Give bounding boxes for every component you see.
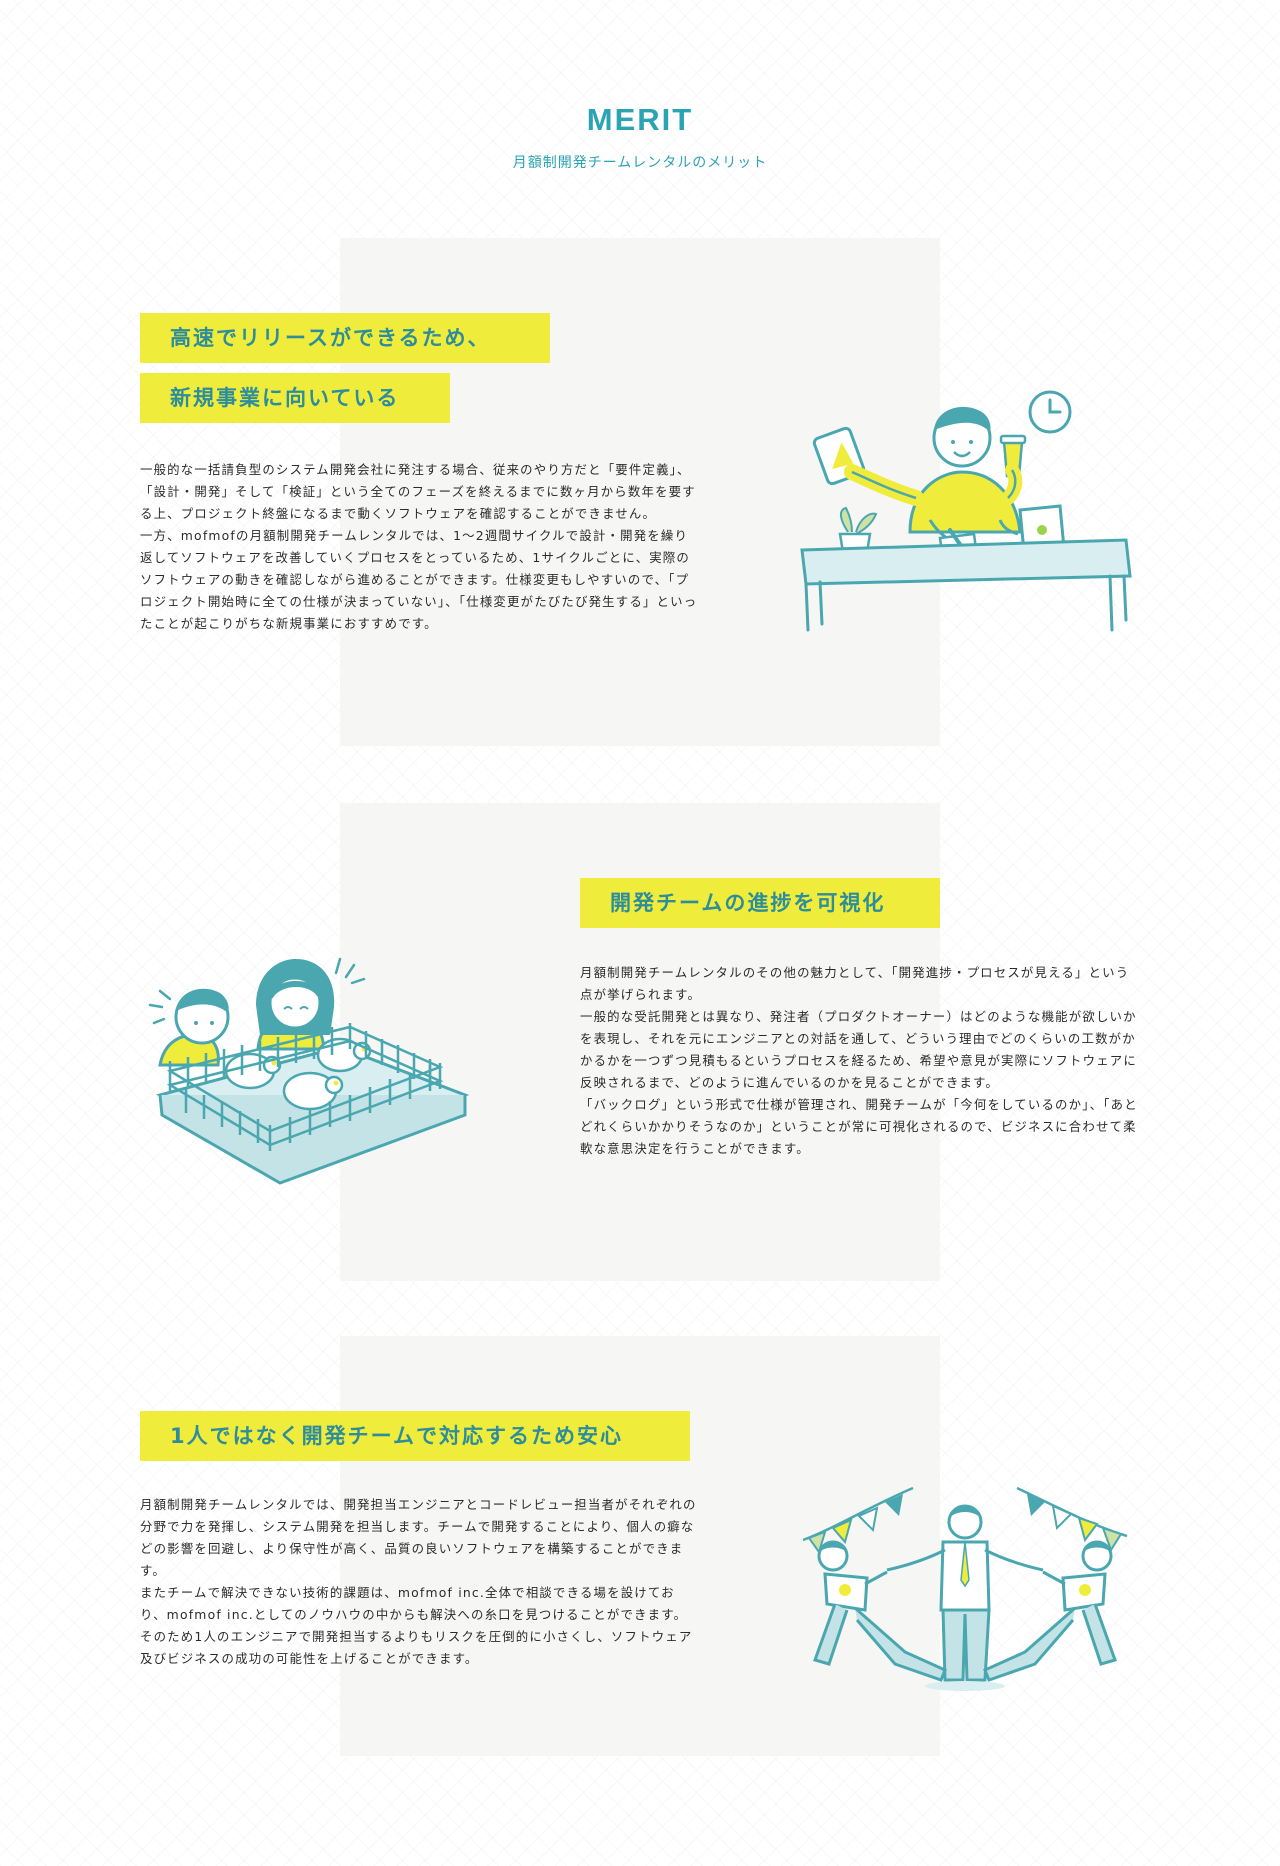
merit-1-paragraph-1: 一般的な一括請負型のシステム開発会社に発注する場合、従来のやり方だと「要件定義」…: [140, 462, 696, 521]
merit-2-paragraph-2: 一般的な受託開発とは異なり、発注者（プロダクトオーナー）はどのような機能が欲しい…: [580, 1009, 1137, 1090]
merit-2-body: 月額制開発チームレンタルのその他の魅力として、「開発進捗・プロセスが見える」とい…: [580, 962, 1140, 1160]
bunting-icon: [802, 1486, 1128, 1555]
merit-3-paragraph-2: またチームで解決できない技術的課題は、mofmof inc.全体で相談できる場を…: [140, 1585, 693, 1666]
merit-1-title-line-1: 高速でリリースができるため、: [140, 313, 550, 363]
merit-2-title: 開発チームの進捗を可視化: [580, 878, 940, 928]
developer-multitasking-illustration: [800, 390, 1132, 632]
sheep-pen-illustration: [148, 957, 470, 1185]
merit-2-paragraph-3: 「バックログ」という形式で仕様が管理され、開発チームが「今何をしているのか」、「…: [580, 1097, 1138, 1156]
merit-1-title-line-2: 新規事業に向いている: [140, 373, 450, 423]
merit-3-title: 1人ではなく開発チームで対応するため安心: [140, 1411, 690, 1461]
clock-icon: [1028, 390, 1072, 434]
section-title: MERIT: [586, 102, 694, 137]
team-celebration-illustration: [802, 1486, 1128, 1691]
merit-1-paragraph-2: 一方、mofmofの月額制開発チームレンタルでは、1〜2週間サイクルで設計・開発…: [140, 528, 698, 631]
merit-2-paragraph-1: 月額制開発チームレンタルのその他の魅力として、「開発進捗・プロセスが見える」とい…: [580, 965, 1130, 1002]
section-subtitle: 月額制開発チームレンタルのメリット: [512, 155, 768, 171]
merit-3-body: 月額制開発チームレンタルでは、開発担当エンジニアとコードレビュー担当者がそれぞれ…: [140, 1494, 700, 1670]
section-heading: MERIT 月額制開発チームレンタルのメリット: [0, 100, 1280, 172]
merit-1-body: 一般的な一括請負型のシステム開発会社に発注する場合、従来のやり方だと「要件定義」…: [140, 459, 700, 635]
sheep-icon: [282, 1071, 344, 1111]
merit-3-paragraph-1: 月額制開発チームレンタルでは、開発担当エンジニアとコードレビュー担当者がそれぞれ…: [140, 1497, 697, 1578]
